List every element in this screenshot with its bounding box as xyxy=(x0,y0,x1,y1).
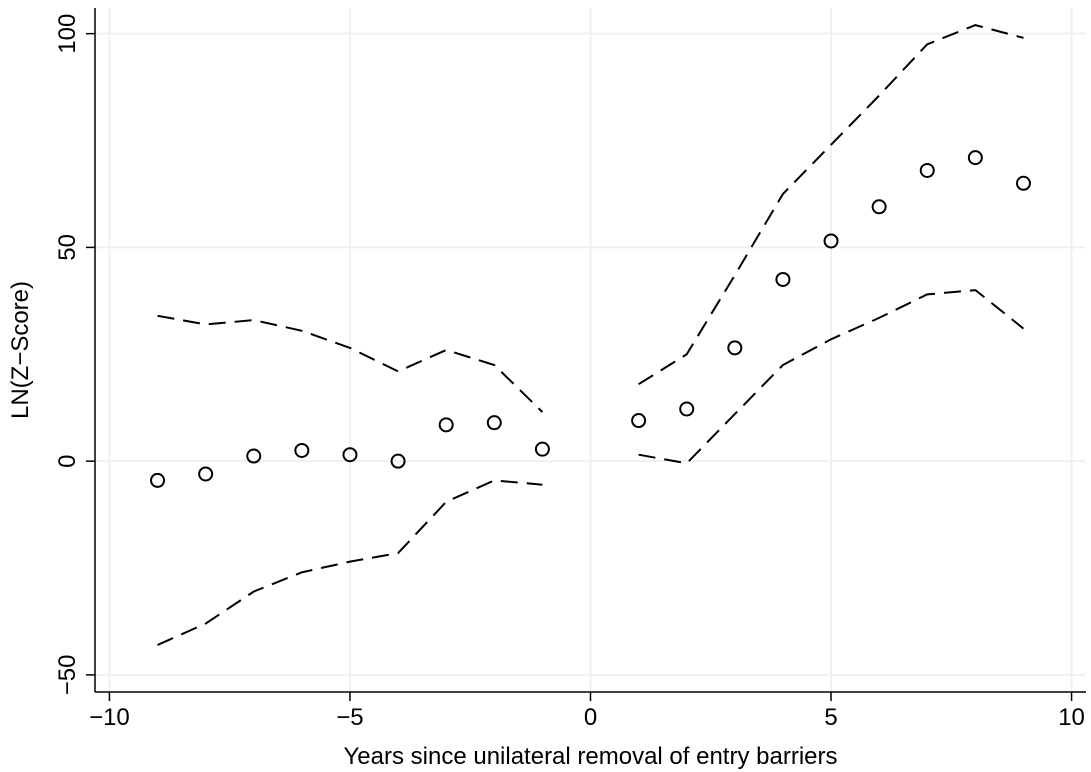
data-point-9 xyxy=(631,413,647,429)
data-point-14 xyxy=(871,199,887,215)
data-point-3 xyxy=(294,442,310,458)
data-point-7 xyxy=(486,415,502,431)
x-tick-label-2: 0 xyxy=(584,704,597,731)
x-tick-label-4: 10 xyxy=(1058,704,1085,731)
x-tick-label-3: 5 xyxy=(824,704,837,731)
x-tick-label-1: −5 xyxy=(336,704,363,731)
data-point-5 xyxy=(390,453,406,469)
data-point-11 xyxy=(727,340,743,356)
data-point-8 xyxy=(534,441,550,457)
x-tick-label-0: −10 xyxy=(89,704,130,731)
data-point-17 xyxy=(1015,175,1031,191)
y-tick-label-2: 50 xyxy=(54,234,81,261)
y-axis-title: LN(Z−Score) xyxy=(7,281,34,419)
y-tick-label-3: 100 xyxy=(54,14,81,54)
y-tick-label-0: −50 xyxy=(54,655,81,696)
data-point-15 xyxy=(919,162,935,178)
data-point-16 xyxy=(967,150,983,166)
data-point-0 xyxy=(150,472,166,488)
x-axis-title: Years since unilateral removal of entry … xyxy=(343,743,837,770)
data-point-4 xyxy=(342,447,358,463)
data-point-2 xyxy=(246,448,262,464)
ci-line-3 xyxy=(157,479,543,646)
ci-line-2 xyxy=(638,24,1024,386)
ci-line-1 xyxy=(157,314,544,413)
data-point-1 xyxy=(198,466,214,482)
data-point-13 xyxy=(823,233,839,249)
data-point-10 xyxy=(679,401,695,417)
y-tick-label-1: 0 xyxy=(54,454,81,467)
data-point-6 xyxy=(438,417,454,433)
data-point-12 xyxy=(775,271,791,287)
gridlines xyxy=(95,8,1086,692)
ci-line-4 xyxy=(638,289,1025,465)
plot-series xyxy=(150,24,1031,646)
